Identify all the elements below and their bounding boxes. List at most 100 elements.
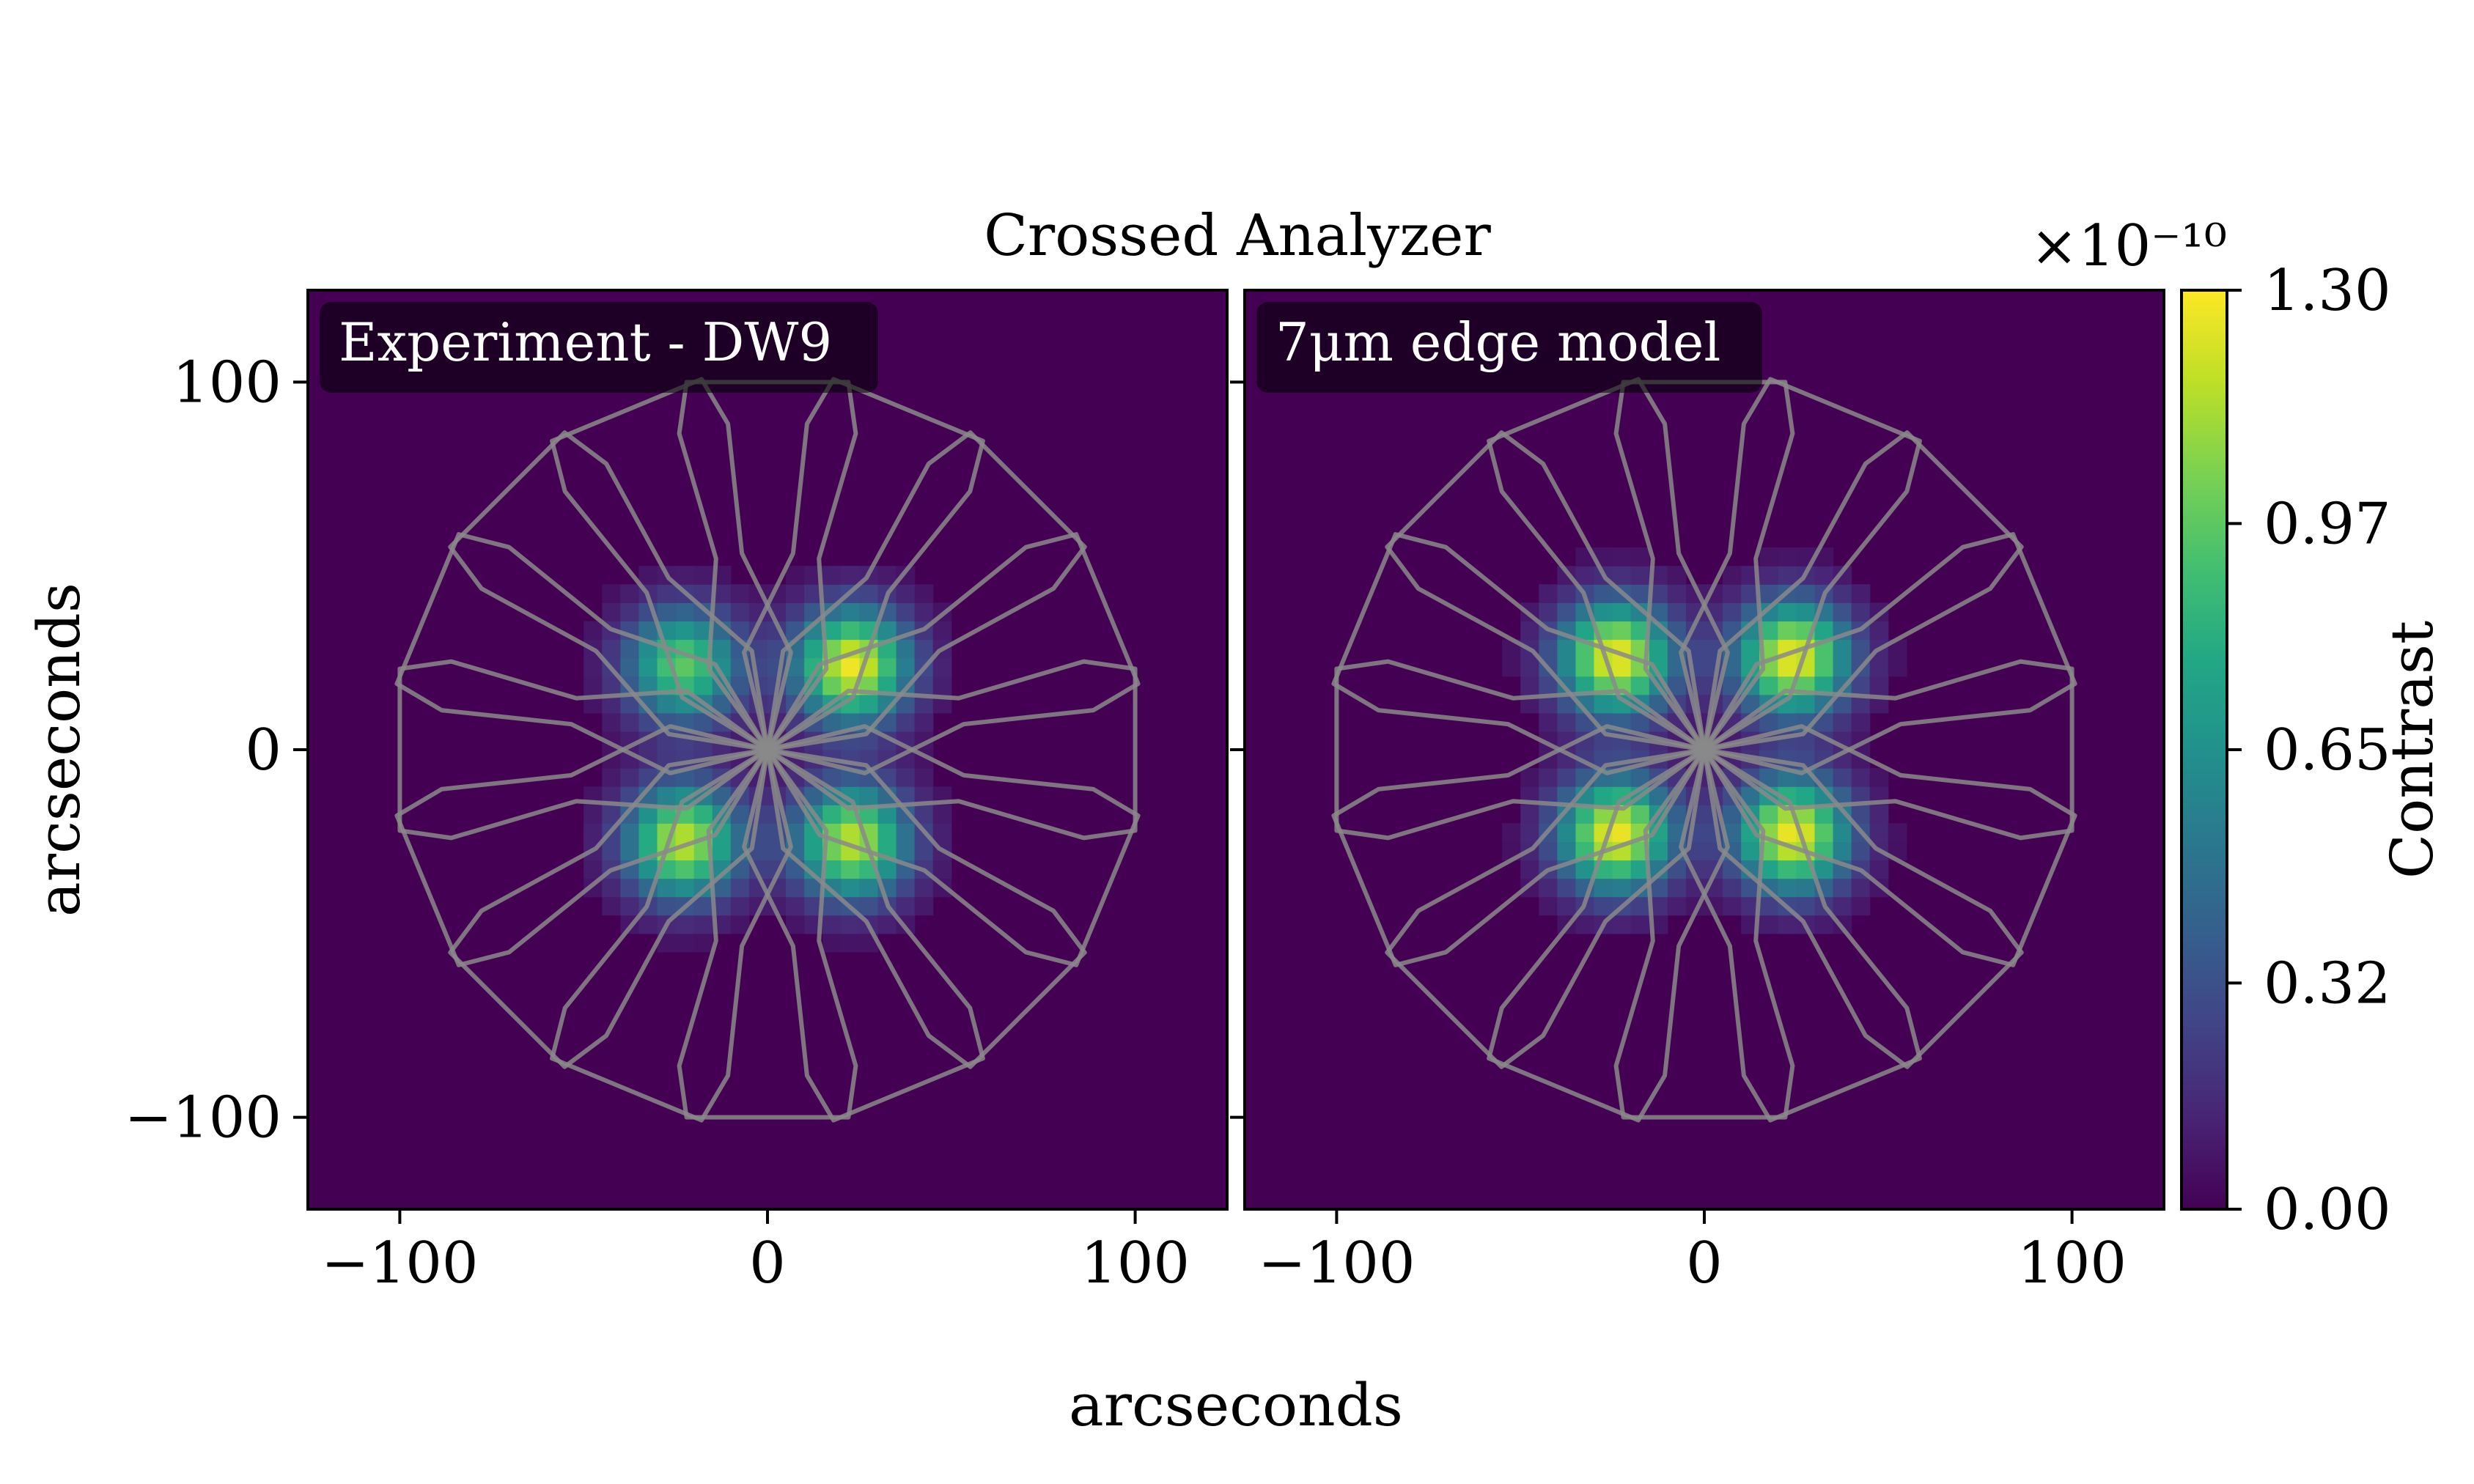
heatmap-cell (675, 823, 695, 842)
heatmap-cell (1778, 860, 1797, 879)
heatmap-cell (1796, 878, 1816, 898)
x-tick-label: 100 (1080, 1230, 1190, 1296)
heatmap-cell (1833, 712, 1852, 732)
heatmap-cell (1612, 860, 1632, 879)
petal-outline (394, 724, 770, 967)
petal-outline (394, 532, 770, 775)
heatmap-cell (1539, 639, 1558, 659)
heatmap-cell (638, 621, 658, 641)
heatmap-cell (914, 841, 934, 861)
heatmap-cell (877, 657, 897, 677)
heatmap-cell (1594, 896, 1613, 916)
heatmap-cell (1557, 841, 1577, 861)
heatmap-cell (657, 896, 677, 916)
heatmap-cell (786, 566, 805, 585)
heatmap-cell (1869, 621, 1889, 641)
heatmap-cell (1612, 878, 1632, 898)
chart-title: Crossed Analyzer (984, 203, 1491, 269)
y-tick-label: −100 (125, 1085, 281, 1151)
heatmap-cell (1649, 841, 1668, 861)
colorbar-tick-label: 1.30 (2264, 258, 2391, 324)
heatmap-cell (859, 602, 879, 622)
x-axis: −100 0 100 (1258, 1209, 2127, 1296)
petal-outline (765, 430, 1087, 752)
heatmap-cell (1759, 896, 1778, 916)
heatmap-cell (1612, 547, 1632, 566)
heatmap-cell (1612, 602, 1632, 622)
heatmap-cell (841, 566, 860, 585)
heatmap-cell (1612, 566, 1632, 585)
heatmap-cell (1814, 823, 1834, 842)
heatmap-cell (1630, 676, 1650, 695)
heatmap-cell (1851, 712, 1871, 732)
x-axis-label: arcseconds (1069, 1371, 1403, 1439)
heatmap-cell (1851, 896, 1871, 916)
petal-outline (1331, 724, 1707, 967)
heatmap-cell (657, 694, 677, 714)
colorbar-tick-label: 0.32 (2264, 950, 2391, 1016)
colorbar-multiplier: ×10⁻¹⁰ (2031, 213, 2227, 279)
petal-outline-overlay (394, 377, 1141, 1123)
heatmap-cell (1612, 621, 1632, 641)
heatmap-cell (1851, 584, 1871, 603)
heatmap-cell (1557, 878, 1577, 898)
heatmap-cell (1888, 657, 1907, 677)
heatmap-cell (914, 768, 934, 787)
heatmap-cell (877, 566, 897, 585)
heatmap-cell (914, 676, 934, 695)
heatmap-cell (583, 805, 603, 824)
heatmap-cell (1869, 768, 1889, 787)
petal-outline (1679, 747, 1922, 1123)
heatmap-cell (1723, 602, 1742, 622)
heatmap-cell (877, 860, 897, 879)
heatmap-cell (914, 805, 934, 824)
heatmap-cell (1778, 602, 1797, 622)
heatmap-cell (786, 602, 805, 622)
petal-outline (742, 377, 985, 752)
heatmap-cell (693, 676, 713, 695)
petal-outline (677, 747, 858, 1120)
heatmap-cell (1888, 823, 1907, 842)
heatmap-cell (1759, 805, 1778, 824)
heatmap-cell (1796, 896, 1816, 916)
heatmap-cell (602, 878, 621, 898)
heatmap-cell (1814, 860, 1834, 879)
heatmap-cell (1612, 823, 1632, 842)
heatmap-cell (1539, 841, 1558, 861)
heatmap-cell (914, 639, 934, 659)
colorbar: 0.00 0.32 0.65 0.97 1.30 ×10⁻¹⁰ Contrast (2031, 213, 2446, 1243)
colorbar-tick-label: 0.65 (2264, 717, 2391, 783)
heatmap-cell (693, 805, 713, 824)
heatmap-cell (822, 933, 842, 953)
heatmap-cell (896, 841, 916, 861)
heatmap-cell (822, 896, 842, 916)
heatmap-cell (693, 896, 713, 916)
panel-label: Experiment - DW9 (339, 311, 832, 373)
heatmap-cell (1575, 915, 1595, 934)
heatmap-cell (730, 878, 750, 898)
heatmap-cell (1594, 584, 1613, 603)
heatmap-cell (1723, 566, 1742, 585)
heatmap-cell (638, 823, 658, 842)
petal-outline (1385, 747, 1707, 1069)
heatmap-cell (1778, 657, 1797, 677)
heatmap-cell (932, 805, 952, 824)
heatmap-cell (932, 823, 952, 842)
heatmap-cell (1869, 860, 1889, 879)
heatmap-cell (1575, 566, 1595, 585)
panel-experiment: Experiment - DW9 −100 0 100 100 0 −100 (125, 289, 1229, 1296)
heatmap-cell (841, 657, 860, 677)
petal-outline (1487, 377, 1730, 752)
heatmap-cell (1575, 823, 1595, 842)
x-tick-label: −100 (321, 1230, 478, 1296)
heatmap-cell (859, 694, 879, 714)
heatmap-cell (602, 639, 621, 659)
heatmap-cell (1833, 823, 1852, 842)
heatmap-cell (1833, 657, 1852, 677)
heatmap-cell (932, 860, 952, 879)
y-tick-label: 0 (245, 717, 281, 783)
panel-label-box: 7μm edge model (1256, 302, 1762, 393)
y-axis: 100 0 −100 (125, 350, 308, 1151)
x-tick-label: 0 (1686, 1230, 1723, 1296)
